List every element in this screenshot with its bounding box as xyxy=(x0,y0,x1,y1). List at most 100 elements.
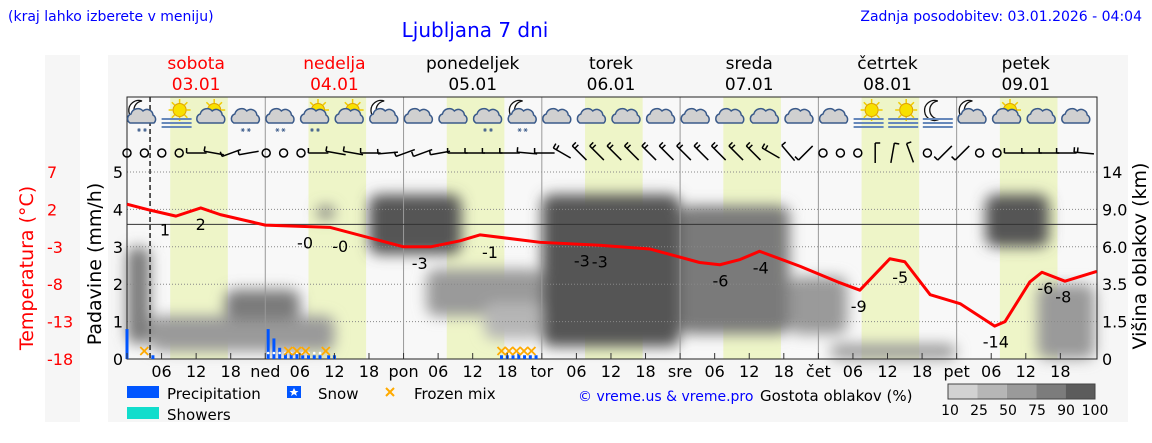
day-name: ponedeljek xyxy=(426,54,520,74)
sun-cloud-icon xyxy=(196,99,226,124)
location-hint[interactable]: (kraj lahko izberete v meniju) xyxy=(8,9,214,25)
wind-barb-feather xyxy=(325,146,328,152)
precip-bar xyxy=(125,329,129,359)
wind-barb-feather xyxy=(342,146,345,152)
fog-line xyxy=(853,118,884,120)
snowflake xyxy=(282,128,285,132)
wind-barb-feather xyxy=(591,144,597,149)
temp-axis-bg xyxy=(45,55,80,422)
precip-bar xyxy=(499,355,503,359)
cloud-shape xyxy=(680,107,710,124)
precip-bar xyxy=(289,353,293,359)
temp-tick: 7 xyxy=(47,163,57,182)
wind-barb-icon xyxy=(933,145,953,161)
sun-ray xyxy=(897,101,902,106)
frozen-mix-stroke xyxy=(292,346,302,356)
wind-barb-feather xyxy=(658,141,664,147)
wind-barb-icon xyxy=(185,148,207,154)
sun-ray xyxy=(357,101,361,106)
colorbar-label: 50 xyxy=(999,403,1017,419)
wind-barb-feather xyxy=(219,151,223,157)
fog-line xyxy=(888,122,919,124)
wind-barb-icon xyxy=(761,143,780,159)
day-name: petek xyxy=(1002,54,1050,74)
wind-barb-shaft xyxy=(238,150,259,156)
temperature-label: -0 xyxy=(297,233,313,252)
moon-cloud-icon xyxy=(957,99,987,124)
cloud-shape xyxy=(991,107,1022,124)
precip-bar xyxy=(528,355,532,359)
wind-barb-feather xyxy=(781,141,787,146)
cloud-height-tick: 1.5 xyxy=(1102,313,1127,332)
cloud-shape xyxy=(403,107,434,124)
wind-barb-icon xyxy=(342,146,364,156)
calm-wind-icon xyxy=(922,148,933,158)
wind-barb-feather xyxy=(609,144,614,149)
frozen-mix-x-icon xyxy=(385,387,395,397)
x-tick-label: 06 xyxy=(704,362,724,381)
cloud-area xyxy=(541,194,681,347)
cloud-shape xyxy=(715,107,745,124)
wind-barb-icon xyxy=(905,141,915,163)
snow-marker xyxy=(312,351,316,355)
temperature-line xyxy=(126,202,1098,328)
precip-bar xyxy=(283,353,287,359)
wind-barb-icon xyxy=(533,148,555,154)
wind-barb-icon xyxy=(890,142,900,163)
sun-ray xyxy=(910,114,915,119)
legend-showers-swatch xyxy=(127,407,159,419)
precip-bar xyxy=(517,353,521,359)
precip-bar xyxy=(511,355,515,359)
sun-ray xyxy=(863,114,868,119)
legend-precip-swatch xyxy=(127,386,159,398)
sun-disc xyxy=(899,103,914,117)
frozen-mix-marker xyxy=(511,346,522,356)
wind-barb-icon xyxy=(516,147,538,155)
sun-fog-icon xyxy=(161,99,192,128)
cloud-icon xyxy=(438,107,468,124)
cloud-shape xyxy=(299,107,330,124)
frozen-mix-stroke xyxy=(283,346,293,356)
cloud-shape xyxy=(1061,107,1091,124)
cloud-icon xyxy=(818,107,849,124)
temperature-label: 1 xyxy=(160,221,170,240)
moon-cloud-icon xyxy=(369,99,399,124)
wind-barb-feather xyxy=(693,141,699,147)
frozen-mix-stroke xyxy=(300,346,311,356)
wind-barb-icon xyxy=(676,141,692,161)
wind-barb-icon xyxy=(325,146,346,156)
sun-cloud-snow-icon xyxy=(299,99,330,132)
wind-barb-icon xyxy=(237,149,259,156)
snow-marker xyxy=(266,351,270,355)
fog-line xyxy=(922,122,953,124)
x-tick-label: 18 xyxy=(774,362,794,381)
cloud-shape xyxy=(784,107,814,124)
credit-link[interactable]: © vreme.us & vreme.pro xyxy=(578,389,753,405)
wind-barb-feather xyxy=(730,144,736,149)
wind-barbs-row xyxy=(122,141,1095,163)
cloud-height-tick: 0 xyxy=(1102,350,1112,369)
wind-barb-icon xyxy=(658,141,675,161)
cloud-icon xyxy=(1061,107,1091,124)
temp-tick: -18 xyxy=(47,350,73,369)
cloud-snow-icon xyxy=(230,107,261,132)
wind-barb-feather xyxy=(410,151,415,157)
day-date: 06.01 xyxy=(587,75,636,95)
wind-barb-feather xyxy=(606,141,612,147)
wind-barb-icon xyxy=(606,141,622,161)
wind-barb-feather xyxy=(574,144,579,149)
wind-barb-feather xyxy=(589,141,594,147)
sun-ray xyxy=(184,101,188,106)
precipitation-bars xyxy=(125,329,538,359)
x-tick-label: čet xyxy=(806,362,831,381)
sun-ray xyxy=(184,114,188,119)
temperature-series: 1 2-0 -0-3-1 -3 -3-6-4-9-5-14-6 -8 xyxy=(126,202,1098,352)
wind-barb-shaft xyxy=(937,145,953,161)
wind-barb-icon xyxy=(951,145,970,161)
fog-line xyxy=(922,126,953,128)
cloud-area xyxy=(150,315,335,352)
wind-barb-shaft xyxy=(745,145,762,161)
day-date: 04.01 xyxy=(310,75,359,95)
wind-barb-shaft xyxy=(890,143,896,163)
cloud-shape xyxy=(611,107,641,124)
